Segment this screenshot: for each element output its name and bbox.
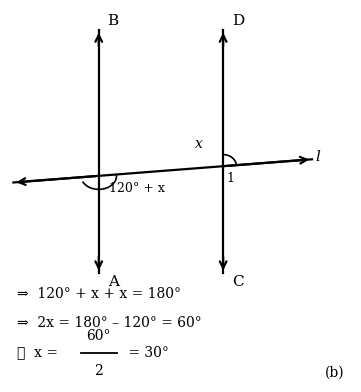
Text: D: D (232, 14, 244, 28)
Text: ∴  x =: ∴ x = (17, 347, 62, 361)
Text: A: A (108, 275, 119, 289)
Text: 120° + x: 120° + x (109, 181, 165, 195)
Text: ⇒  2x = 180° – 120° = 60°: ⇒ 2x = 180° – 120° = 60° (17, 316, 202, 330)
Text: x: x (195, 137, 203, 151)
Text: B: B (108, 14, 119, 28)
Text: 60°: 60° (87, 328, 111, 343)
Text: C: C (232, 275, 244, 289)
Text: ⇒  120° + x + x = 180°: ⇒ 120° + x + x = 180° (17, 287, 181, 301)
Text: 1: 1 (227, 172, 235, 185)
Text: 2: 2 (94, 364, 103, 378)
Text: l: l (316, 151, 321, 164)
Text: (b): (b) (325, 366, 344, 379)
Text: = 30°: = 30° (123, 347, 169, 361)
